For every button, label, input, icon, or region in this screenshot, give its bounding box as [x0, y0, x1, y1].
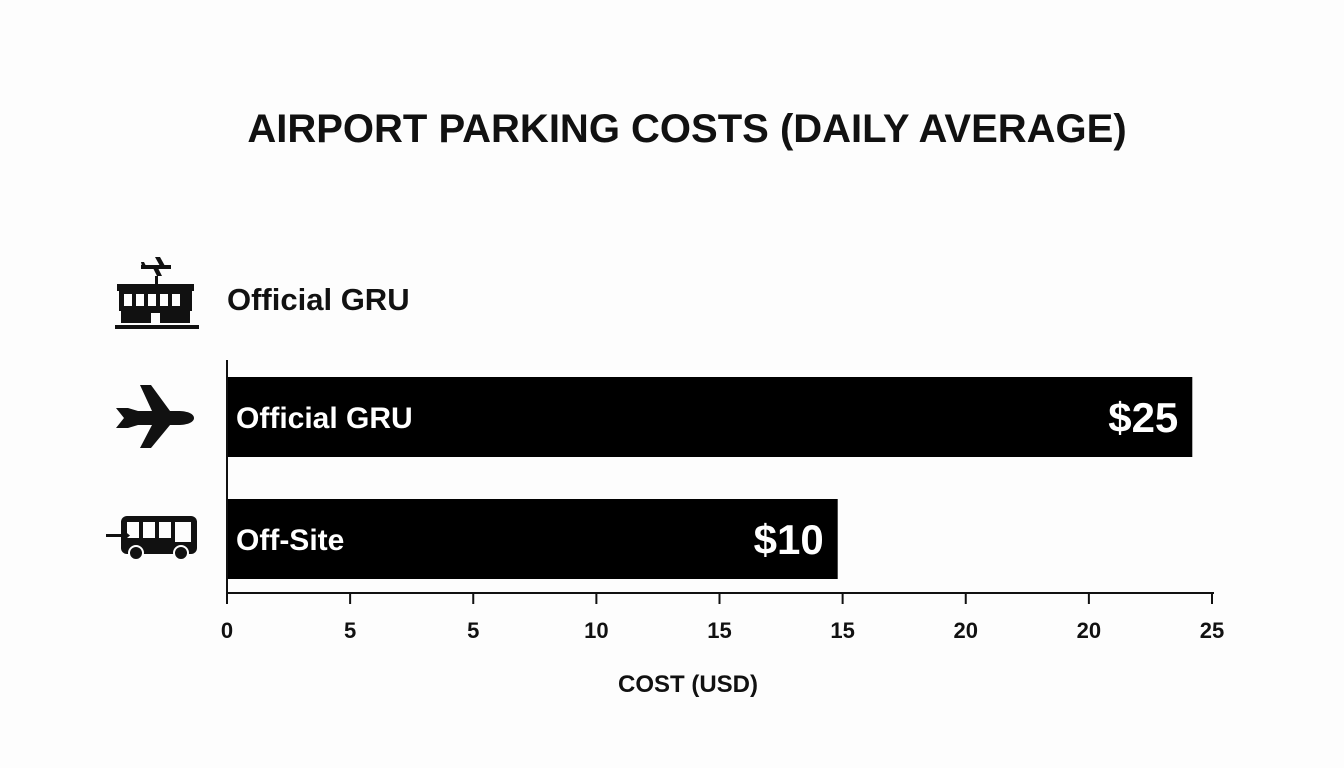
bars: Official GRU $25 Off-Site $10 [227, 377, 1193, 579]
x-axis-ticks: 0 5 5 10 15 15 20 20 25 [221, 593, 1224, 643]
x-tick-label-5: 15 [830, 618, 854, 643]
x-axis-title: COST (USD) [618, 671, 758, 698]
bar-2 [227, 499, 838, 579]
x-tick-label-6: 20 [954, 618, 978, 643]
bar-label-1: Official GRU [236, 402, 413, 435]
bar-value-1: $25 [1108, 394, 1178, 441]
x-tick-label-4: 15 [707, 618, 731, 643]
header-label: Official GRU [227, 282, 410, 317]
shuttle-bus-icon [106, 516, 197, 561]
x-tick-label-0: 0 [221, 618, 233, 643]
bar-label-2: Off-Site [236, 524, 344, 557]
x-tick-label-1: 5 [344, 618, 356, 643]
airport-terminal-icon [115, 257, 199, 329]
x-tick-label-8: 25 [1200, 618, 1224, 643]
bar-1 [227, 377, 1193, 457]
x-tick-label-3: 10 [584, 618, 608, 643]
airplane-icon [116, 385, 194, 448]
chart-title: AIRPORT PARKING COSTS (DAILY AVERAGE) [247, 107, 1126, 151]
x-tick-label-7: 20 [1077, 618, 1101, 643]
bar-value-2: $10 [754, 516, 824, 563]
x-tick-label-2: 5 [467, 618, 479, 643]
